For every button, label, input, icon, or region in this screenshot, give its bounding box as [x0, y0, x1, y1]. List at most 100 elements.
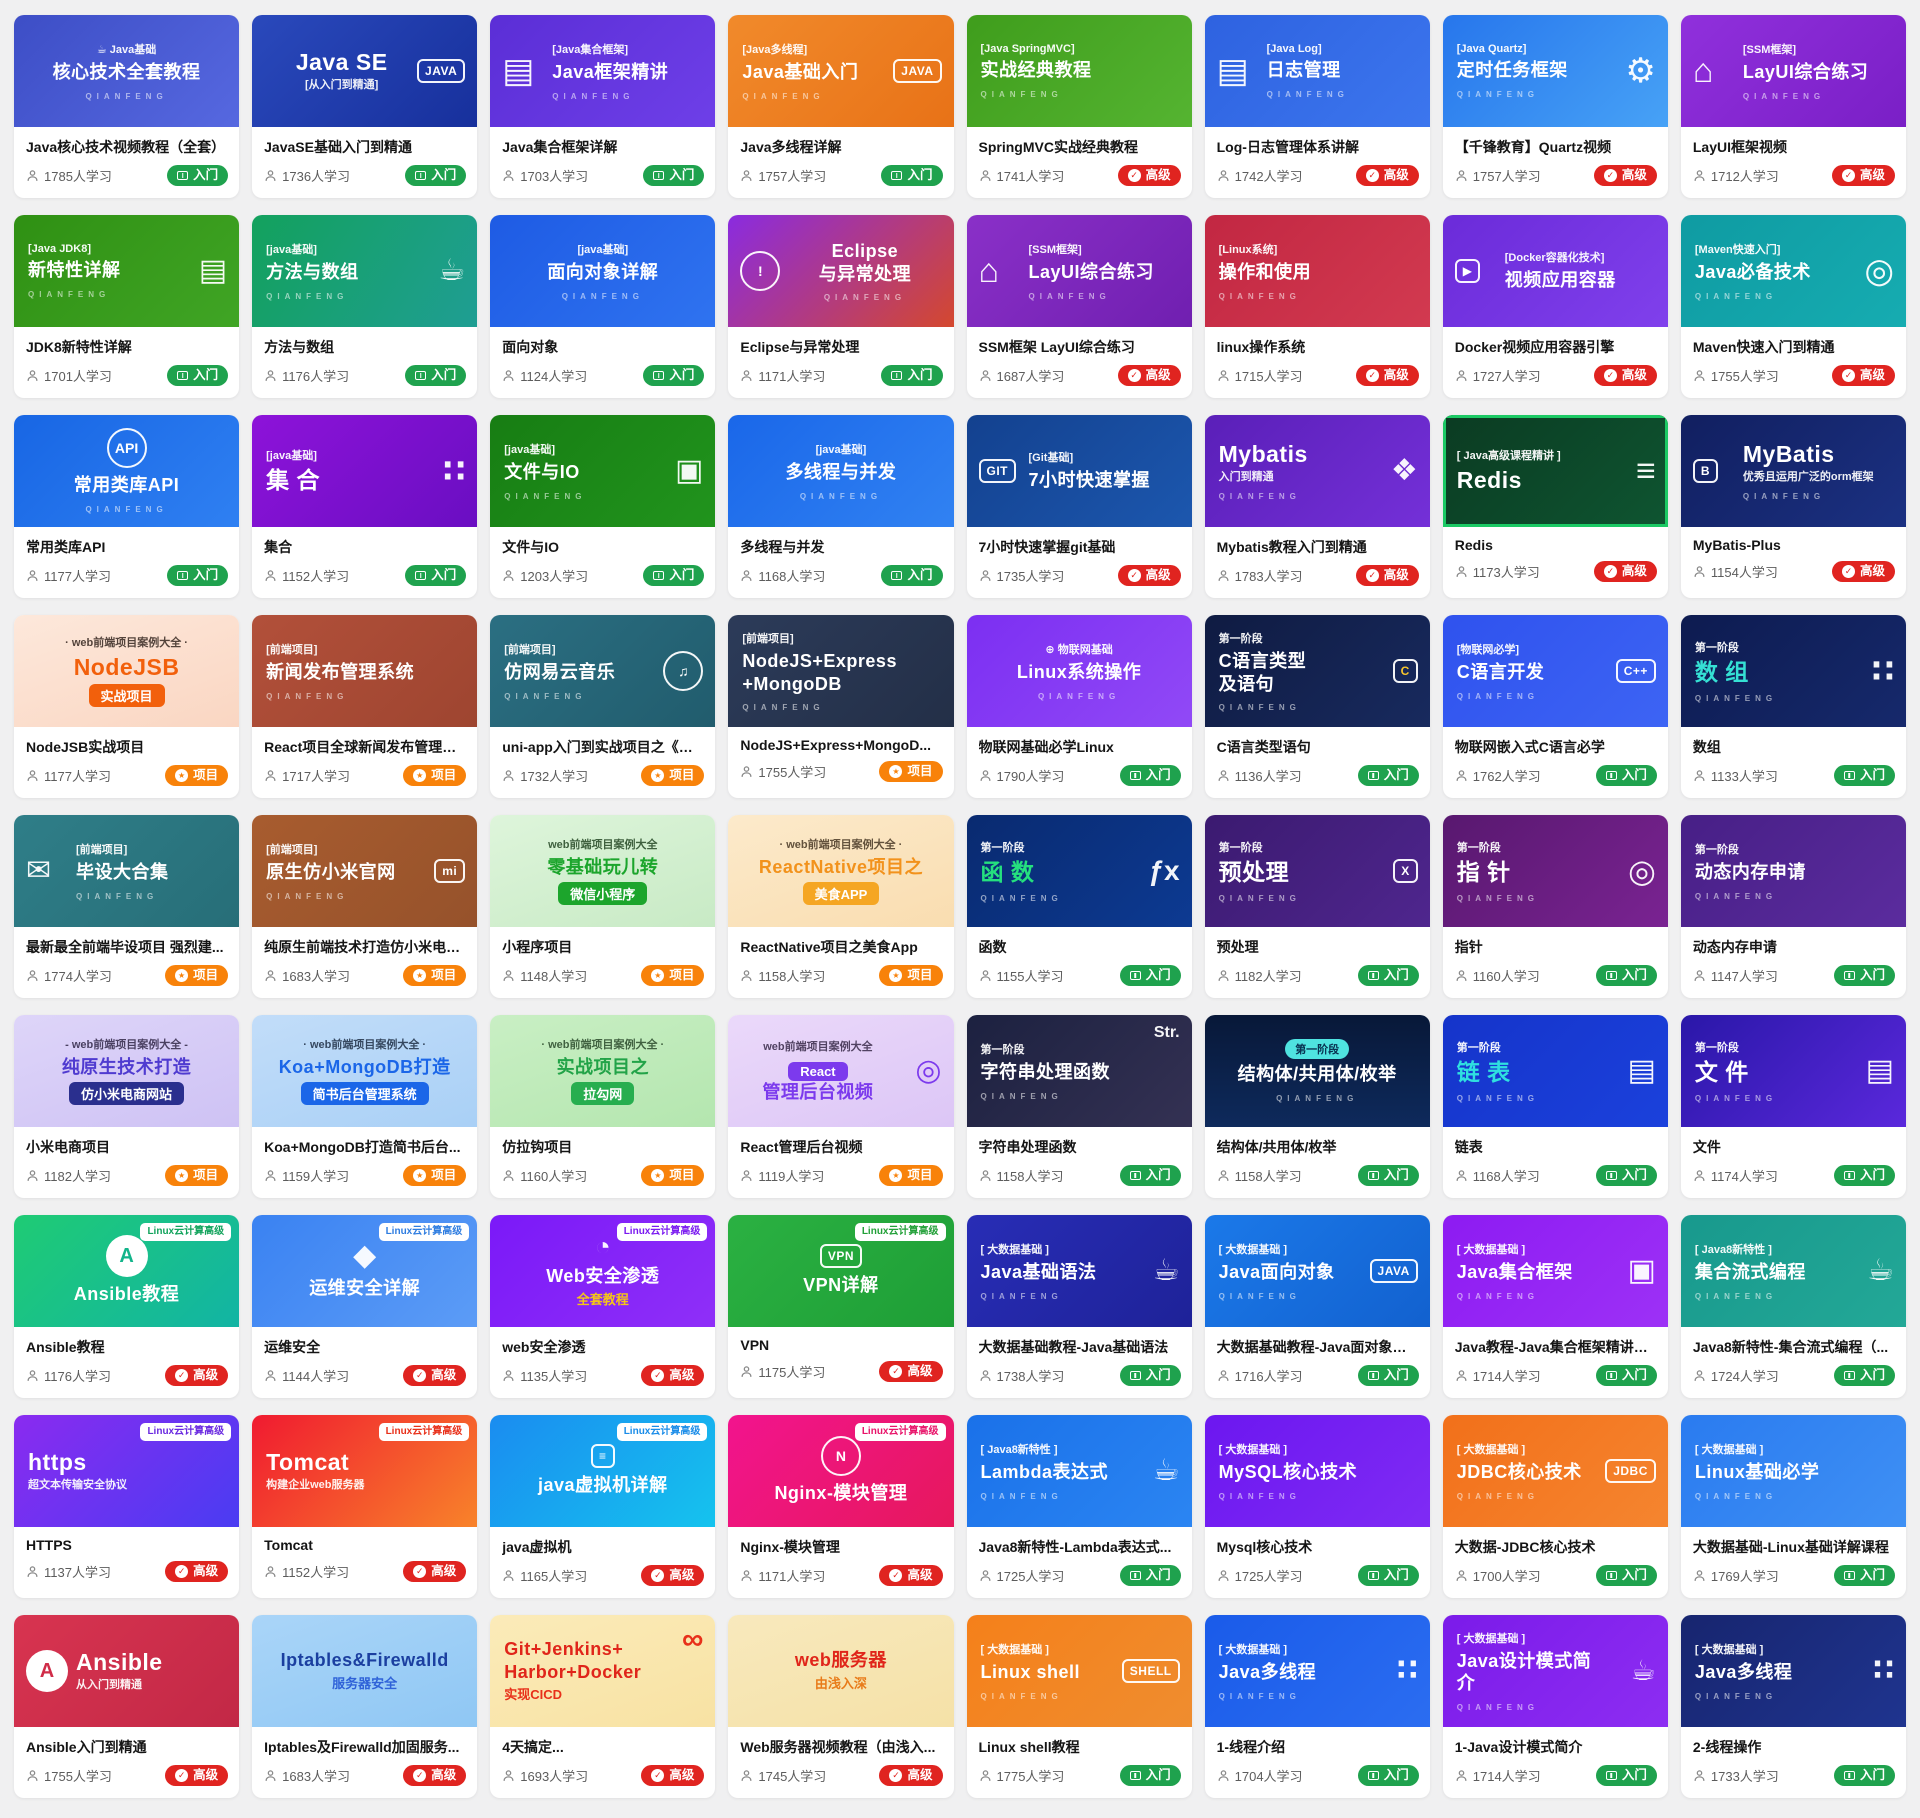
- course-card[interactable]: [SSM框架] LayUI综合练习 QIANFENG ⌂ SSM框架 LayUI…: [966, 215, 1192, 398]
- course-card[interactable]: 第一阶段 函 数 QIANFENG ƒx 函数 1155人学习 入门: [966, 815, 1192, 998]
- course-card[interactable]: Linux云计算高级 Nginx-模块管理 N Nginx-模块管理 1171人…: [728, 1415, 954, 1598]
- course-card[interactable]: [Java Quartz] 定时任务框架 QIANFENG ⚙ 【千锋教育】Qu…: [1442, 15, 1668, 198]
- course-card[interactable]: [ 大数据基础 ] Linux shell QIANFENG SHELL Lin…: [966, 1615, 1192, 1798]
- course-title: 结构体/共用体/枚举: [1216, 1139, 1337, 1155]
- course-card[interactable]: 第一阶段 C语言类型 及语句 QIANFENG C C语言类型语句 1136人学习…: [1204, 615, 1430, 798]
- course-card[interactable]: [Maven快速入门] Java必备技术 QIANFENG ◎ Maven快速入…: [1680, 215, 1906, 398]
- course-card[interactable]: 第一阶段 动态内存申请 QIANFENG 动态内存申请 1147人学习 入门: [1680, 815, 1906, 998]
- course-card[interactable]: [ Java8新特性 ] 集合流式编程 QIANFENG ☕ Java8新特性-…: [1680, 1215, 1906, 1398]
- card-footer: 1716人学习 入门: [1217, 1365, 1419, 1386]
- thumb-text: C语言类型 及语句: [1219, 650, 1307, 697]
- course-card[interactable]: Linux云计算高级 Web安全渗透 全套教程 ◔ web安全渗透 1135人学习…: [490, 1215, 716, 1398]
- course-card[interactable]: MyBatis 优秀且运用广泛的orm框架 QIANFENG B MyBatis-…: [1680, 415, 1906, 598]
- level-label: 入门: [1383, 1168, 1409, 1182]
- course-card[interactable]: [ 大数据基础 ] Java设计模式简介 QIANFENG ☕ 1-Java设计…: [1442, 1615, 1668, 1798]
- course-card[interactable]: [前端项目] 毕设大合集 QIANFENG ✉ 最新最全前端毕设项目 强烈建..…: [14, 815, 240, 998]
- course-card[interactable]: Ansible 从入门到精通 A Ansible入门到精通 1755人学习 高级: [14, 1615, 240, 1798]
- course-card[interactable]: web前端项目案例大全 React 管理后台视频 ◎ React管理后台视频 11…: [728, 1015, 954, 1198]
- java-doc-icon: JAVA: [1369, 1259, 1418, 1283]
- course-card[interactable]: [Java集合框架] Java框架精讲 QIANFENG ▤ Java集合框架详…: [490, 15, 716, 198]
- course-card[interactable]: 第一阶段 指 针 QIANFENG ◎ 指针 1160人学习 入门: [1442, 815, 1668, 998]
- course-card[interactable]: [Docker容器化技术] 视频应用容器 ▶ Docker视频应用容器引擎 17…: [1442, 215, 1668, 398]
- course-card[interactable]: 第一阶段 数 组 QIANFENG ∷ 数组 1133人学习 入门: [1680, 615, 1906, 798]
- course-card[interactable]: Linux云计算高级 VPN详解 VPN VPN 1175人学习 高级: [728, 1215, 954, 1398]
- course-card[interactable]: [Java Log] 日志管理 QIANFENG ▤ Log-日志管理体系讲解 …: [1204, 15, 1430, 198]
- course-card[interactable]: [Linux系统] 操作和使用 QIANFENG linux操作系统 1715人…: [1204, 215, 1430, 398]
- course-card[interactable]: Linux云计算高级 java虚拟机详解 ≡ java虚拟机 1165人学习 高…: [490, 1415, 716, 1598]
- course-card[interactable]: Mybatis 入门到精通 QIANFENG ❖ Mybatis教程入门到精通 1…: [1204, 415, 1430, 598]
- course-title: Tomcat: [264, 1537, 313, 1553]
- course-card[interactable]: Linux云计算高级 运维安全详解 ◆ 运维安全 1144人学习 高级: [252, 1215, 478, 1398]
- course-card[interactable]: Git+Jenkins+ Harbor+Docker 实现CICD ∞ 4天搞定..…: [490, 1615, 716, 1798]
- level-label: 入门: [1383, 968, 1409, 982]
- course-card[interactable]: · web前端项目案例大全 · Koa+MongoDB打造 简书后台管理系统 Ko…: [252, 1015, 478, 1198]
- course-card[interactable]: [java基础] 面向对象详解 QIANFENG 面向对象 1124人学习 入门: [490, 215, 716, 398]
- course-card[interactable]: [SSM框架] LayUI综合练习 QIANFENG ⌂ LayUI框架视频 1…: [1680, 15, 1906, 198]
- student-count-text: 1727人学习: [1472, 369, 1541, 384]
- level-badge: 入门: [1833, 765, 1895, 786]
- thumb-text: Java多线程: [1219, 1661, 1317, 1685]
- course-card[interactable]: [java基础] 方法与数组 QIANFENG ☕ 方法与数组 1176人学习 …: [252, 215, 478, 398]
- course-card[interactable]: [ 大数据基础 ] JDBC核心技术 QIANFENG JDBC 大数据-JDB…: [1442, 1415, 1668, 1598]
- thumb-brand: QIANFENG: [1218, 893, 1301, 903]
- course-card[interactable]: [Java SpringMVC] 实战经典教程 QIANFENG SpringM…: [966, 15, 1192, 198]
- course-card[interactable]: ☕ Java基础 核心技术全套教程 QIANFENG Java核心技术视频教程（…: [14, 15, 240, 198]
- course-card[interactable]: [ Java8新特性 ] Lambda表达式 QIANFENG ☕ Java8新…: [966, 1415, 1192, 1598]
- course-card[interactable]: Linux云计算高级 Tomcat 构建企业web服务器 Tomcat 1152人…: [252, 1415, 478, 1598]
- course-card[interactable]: 常用类库API QIANFENG API 常用类库API 1177人学习 入门: [14, 415, 240, 598]
- course-card[interactable]: 第一阶段 字符串处理函数 QIANFENG Str. 字符串处理函数 1158人…: [966, 1015, 1192, 1198]
- course-card[interactable]: [ 大数据基础 ] Java基础语法 QIANFENG ☕ 大数据基础教程-Ja…: [966, 1215, 1192, 1398]
- course-card[interactable]: Java SE [从入门到精通] JAVA JavaSE基础入门到精通 1736人…: [252, 15, 478, 198]
- course-card[interactable]: 第一阶段 文 件 QIANFENG ▤ 文件 1174人学习 入门: [1680, 1015, 1906, 1198]
- course-card[interactable]: [前端项目] 原生仿小米官网 QIANFENG mi 纯原生前端技术打造仿小米电…: [252, 815, 478, 998]
- course-card[interactable]: [java基础] 文件与IO QIANFENG ▣ 文件与IO 1203人学习 …: [490, 415, 716, 598]
- course-card[interactable]: 第一阶段 结构体/共用体/枚举 QIANFENG 结构体/共用体/枚举 1158…: [1204, 1015, 1430, 1198]
- course-card[interactable]: Iptables&Firewalld 服务器安全 Iptables及Firewal…: [252, 1615, 478, 1798]
- thumb-text: 核心技术全套教程: [53, 61, 201, 85]
- course-card[interactable]: - web前端项目案例大全 - 纯原生技术打造 仿小米电商网站 小米电商项目 11…: [14, 1015, 240, 1198]
- course-card[interactable]: Linux云计算高级 https 超文本传输安全协议 HTTPS 1137人学习 …: [14, 1415, 240, 1598]
- level-label: 入门: [1145, 1768, 1171, 1782]
- thumb-line: Mybatis: [1218, 440, 1308, 467]
- course-card[interactable]: [java基础] 多线程与并发 QIANFENG 多线程与并发 1168人学习 …: [728, 415, 954, 598]
- course-card[interactable]: [java基础] 集 合 ∷ 集合 1152人学习 入门: [252, 415, 478, 598]
- course-card[interactable]: [ Java高级课程精讲 ] Redis ≡ Redis 1173人学习 高级: [1442, 415, 1668, 598]
- course-card[interactable]: [前端项目] NodeJS+Express +MongoDB QIANFENG N…: [728, 615, 954, 798]
- course-card[interactable]: · web前端项目案例大全 · ReactNative项目之 美食APP Reac…: [728, 815, 954, 998]
- student-count-text: 1769人学习: [1710, 1568, 1779, 1584]
- level-badge: 高级: [1117, 565, 1181, 586]
- course-card[interactable]: Linux云计算高级 Ansible教程 A Ansible教程 1176人学习…: [14, 1215, 240, 1398]
- person-icon: [27, 1170, 38, 1182]
- thumb-brand: QIANFENG: [1276, 1093, 1359, 1103]
- course-card[interactable]: Eclipse 与异常处理 QIANFENG ! Eclipse与异常处理 117…: [728, 215, 954, 398]
- course-card[interactable]: [ 大数据基础 ] Java集合框架 QIANFENG ▣ Java教程-Jav…: [1442, 1215, 1668, 1398]
- course-card[interactable]: [ 大数据基础 ] MySQL核心技术 QIANFENG Mysql核心技术 1…: [1204, 1415, 1430, 1598]
- course-card[interactable]: ⊕ 物联网基础 Linux系统操作 QIANFENG 物联网基础必学Linux …: [966, 615, 1192, 798]
- person-icon: [1694, 769, 1705, 781]
- mail-tray-icon: ✉: [26, 854, 52, 887]
- level-badge: 高级: [1593, 165, 1657, 186]
- course-card[interactable]: [Git基础] 7小时快速掌握 GIT 7小时快速掌握git基础 1735人学习…: [966, 415, 1192, 598]
- course-card[interactable]: [前端项目] 仿网易云音乐 QIANFENG ♫ uni-app入门到实战项目之…: [490, 615, 716, 798]
- person-icon: [980, 370, 990, 382]
- course-card[interactable]: [ 大数据基础 ] Linux基础必学 QIANFENG 大数据基础-Linux…: [1680, 1415, 1906, 1598]
- course-card[interactable]: [Java多线程] Java基础入门 QIANFENG JAVA Java多线程…: [728, 15, 954, 198]
- person-icon: [265, 169, 276, 181]
- course-title: Eclipse与异常处理: [740, 339, 860, 355]
- course-card[interactable]: [前端项目] 新闻发布管理系统 QIANFENG React项目全球新闻发布管理…: [252, 615, 478, 798]
- person-icon: [1694, 1369, 1705, 1381]
- course-card[interactable]: · web前端项目案例大全 · NodeJSB 实战项目 NodeJSB实战项目 …: [14, 615, 240, 798]
- course-card[interactable]: [ 大数据基础 ] Java面向对象 QIANFENG JAVA 大数据基础教程…: [1204, 1215, 1430, 1398]
- card-footer: 1174人学习 入门: [1693, 1165, 1895, 1186]
- course-card[interactable]: [ 大数据基础 ] Java多线程 QIANFENG ∷ 1-线程介绍 1704…: [1204, 1615, 1430, 1798]
- course-card[interactable]: 第一阶段 链 表 QIANFENG ▤ 链表 1168人学习 入门: [1442, 1015, 1668, 1198]
- thumb-text: https 超文本传输安全协议: [28, 1449, 127, 1494]
- course-card[interactable]: [Java JDK8] 新特性详解 QIANFENG ▤ JDK8新特性详解 1…: [14, 215, 240, 398]
- course-card[interactable]: [物联网必学] C语言开发 QIANFENG C++ 物联网嵌入式C语言必学 1…: [1442, 615, 1668, 798]
- thumb-line: Java面向对象: [1218, 1262, 1335, 1283]
- course-card[interactable]: 第一阶段 预处理 QIANFENG X 预处理 1182人学习 入门: [1204, 815, 1430, 998]
- course-card[interactable]: [ 大数据基础 ] Java多线程 QIANFENG ∷ 2-线程操作 1733…: [1680, 1615, 1906, 1798]
